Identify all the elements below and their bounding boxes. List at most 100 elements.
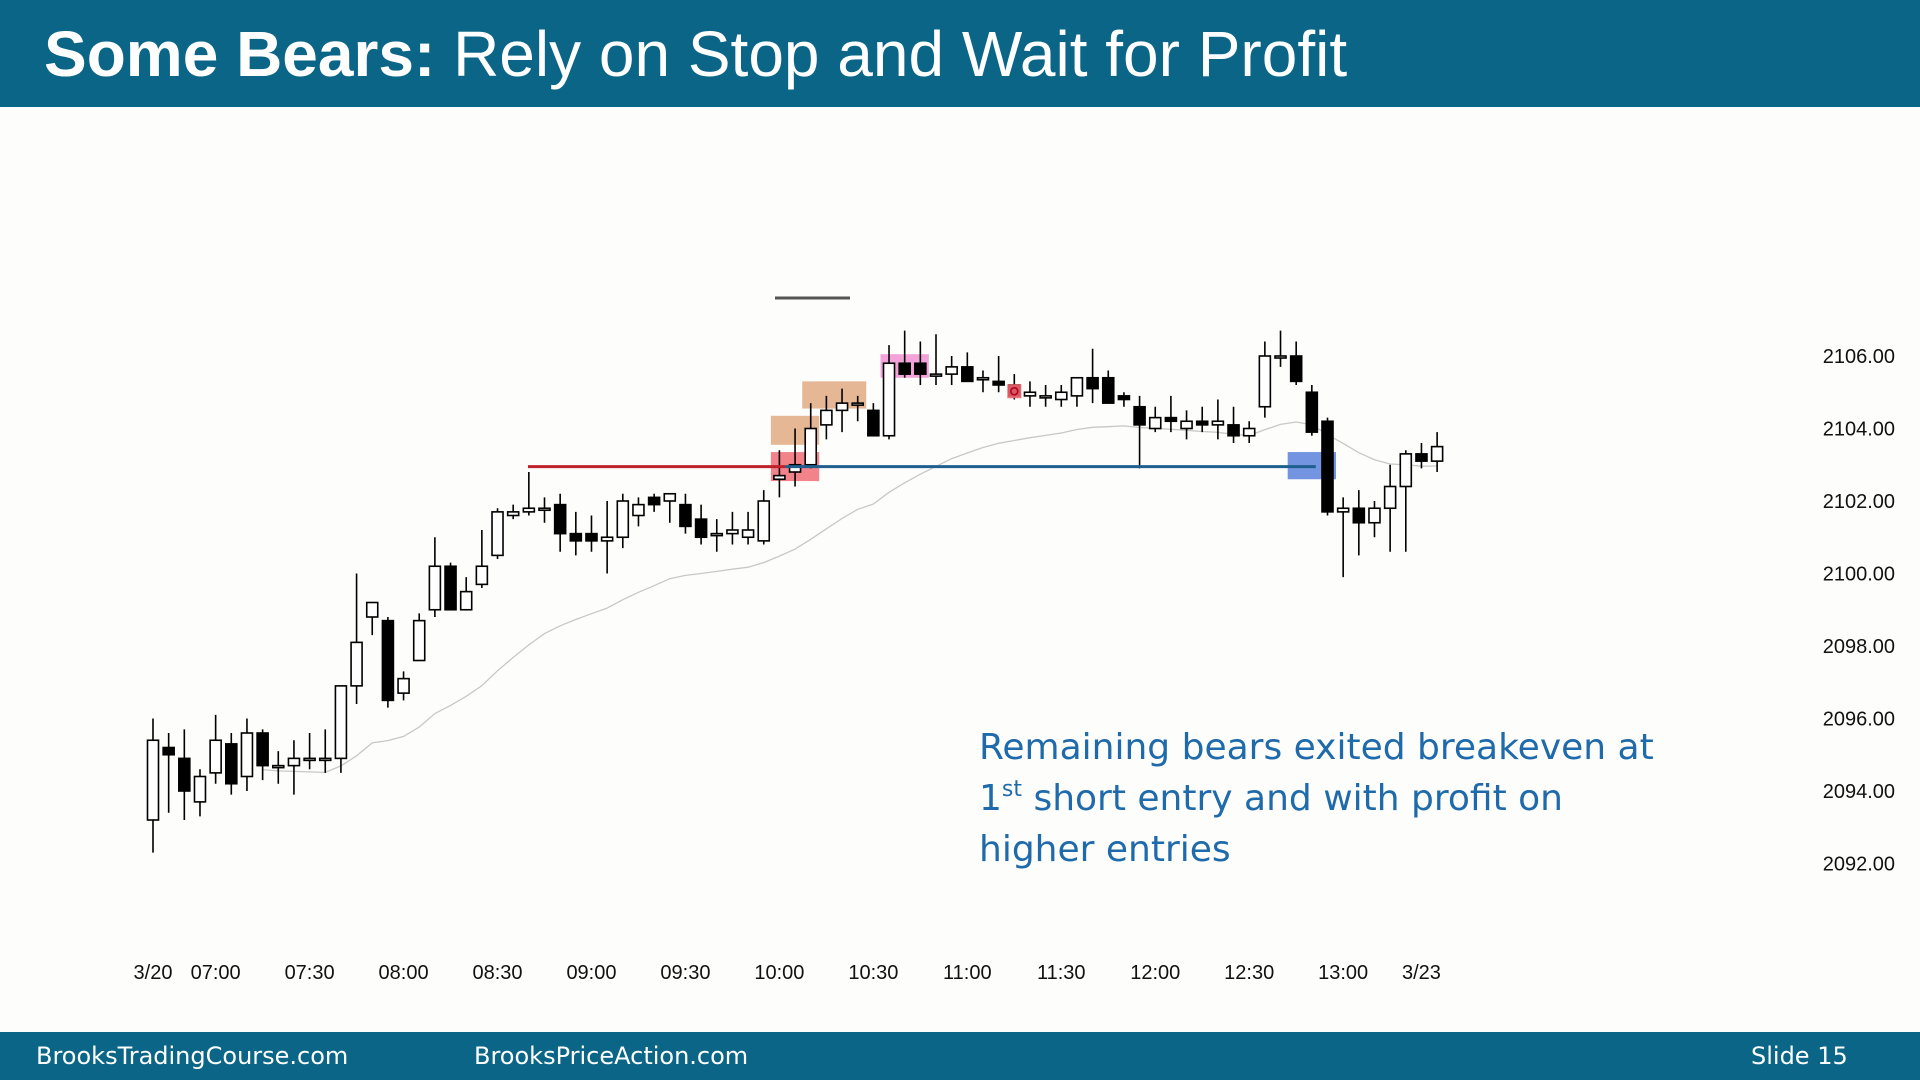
candle (240, 718, 254, 791)
candle (1117, 392, 1131, 407)
candle (303, 733, 316, 770)
candle (1336, 497, 1350, 578)
chart-annotation: Remaining bears exited breakeven at 1st … (979, 722, 1699, 875)
candle (256, 729, 269, 781)
candle-body (898, 362, 911, 375)
candle-body (459, 590, 473, 611)
candle-body (835, 402, 849, 412)
slide-number: Slide 15 (1751, 1042, 1848, 1070)
candle-body (992, 380, 1005, 386)
x-tick-label: 08:30 (472, 962, 522, 984)
y-tick-label: 2104.00 (1823, 419, 1895, 441)
candle-body (741, 529, 755, 539)
candle (365, 601, 379, 636)
candle-body (600, 536, 614, 542)
annotation-ordinal-suffix: st (1001, 777, 1022, 802)
candle (412, 613, 426, 662)
y-tick-label: 2100.00 (1823, 564, 1895, 586)
candle-body (1164, 416, 1178, 423)
candle-body (1258, 355, 1272, 408)
candle (804, 403, 818, 469)
candle (397, 671, 410, 701)
candle-body (710, 532, 724, 537)
candle-body (178, 757, 191, 792)
footer-site-link[interactable]: BrooksPriceAction.com (474, 1042, 749, 1070)
candle (225, 733, 238, 795)
candle (882, 345, 896, 440)
candle (569, 511, 583, 556)
candle-body (365, 601, 379, 618)
candle (1148, 406, 1162, 433)
candle-body (867, 409, 880, 437)
candle-body (506, 511, 520, 517)
candle (1133, 395, 1146, 469)
annotation-line-2-text: short entry and with profit on (1022, 778, 1563, 819)
candle-body (209, 739, 222, 774)
candle (1321, 417, 1334, 516)
title-bar: Some Bears: Rely on Stop and Wait for Pr… (0, 0, 1920, 107)
x-tick-label: 11:30 (1037, 962, 1086, 984)
title-bold: Some Bears: (44, 18, 436, 90)
footer-bar: BrooksTradingCourse.com BrooksPriceActio… (0, 1032, 1920, 1080)
candle (1211, 399, 1225, 440)
candle-body (1195, 420, 1209, 426)
candle-body (929, 373, 943, 377)
candle-body (1180, 420, 1193, 430)
candle-body (1430, 445, 1444, 462)
candle (1180, 410, 1193, 440)
candle-body (1117, 395, 1131, 401)
candle (491, 508, 504, 559)
candle (1242, 421, 1256, 443)
x-tick-label: 12:00 (1130, 962, 1180, 984)
candle-body (1023, 391, 1037, 397)
candle (929, 334, 943, 385)
candle-body (1101, 376, 1115, 404)
candle (522, 472, 536, 516)
candle (428, 537, 442, 617)
candle-body (1352, 507, 1366, 524)
candle-body (1086, 376, 1099, 390)
candle-body (1321, 420, 1334, 513)
candle (1399, 450, 1413, 552)
candle-body (193, 775, 207, 803)
candle-body (1305, 391, 1319, 433)
candle-body (397, 677, 410, 694)
candle-body (726, 529, 739, 535)
moving-average-line (262, 421, 1438, 774)
candle-body (1133, 405, 1146, 426)
candle (1039, 385, 1052, 407)
candle (773, 450, 786, 498)
candle-body (412, 619, 426, 662)
candle (193, 769, 207, 817)
candle-body (882, 362, 896, 437)
x-tick-label: 07:30 (285, 962, 335, 984)
candle-body (522, 507, 536, 513)
candle (553, 493, 567, 552)
candle (741, 511, 755, 545)
candle (976, 370, 990, 393)
candle-body (303, 757, 316, 762)
candle (1101, 370, 1115, 404)
candle-body (851, 402, 865, 406)
candle (1352, 490, 1366, 556)
candle (146, 718, 160, 853)
candle-body (334, 685, 348, 760)
footer-course-link[interactable]: BrooksTradingCourse.com (36, 1042, 349, 1070)
candle (726, 511, 739, 545)
annotation-ordinal: 1 (979, 778, 1002, 819)
candle-body (585, 532, 598, 542)
candle (1383, 464, 1397, 552)
candle-body (444, 565, 457, 611)
x-tick-label: 3/23 (1402, 962, 1441, 984)
y-tick-label: 2102.00 (1823, 491, 1895, 513)
candle-body (616, 500, 630, 539)
candle (1070, 376, 1084, 407)
x-tick-label: 13:00 (1318, 962, 1368, 984)
candle-body (491, 511, 504, 557)
price-chart: 2106.00 2104.00 2102.00 2100.00 2098.00 2096.… (134, 296, 1895, 984)
candle (945, 356, 958, 385)
candle (585, 515, 598, 552)
candle (1274, 330, 1287, 367)
y-tick-label: 2098.00 (1823, 636, 1895, 658)
candle (1195, 406, 1209, 433)
